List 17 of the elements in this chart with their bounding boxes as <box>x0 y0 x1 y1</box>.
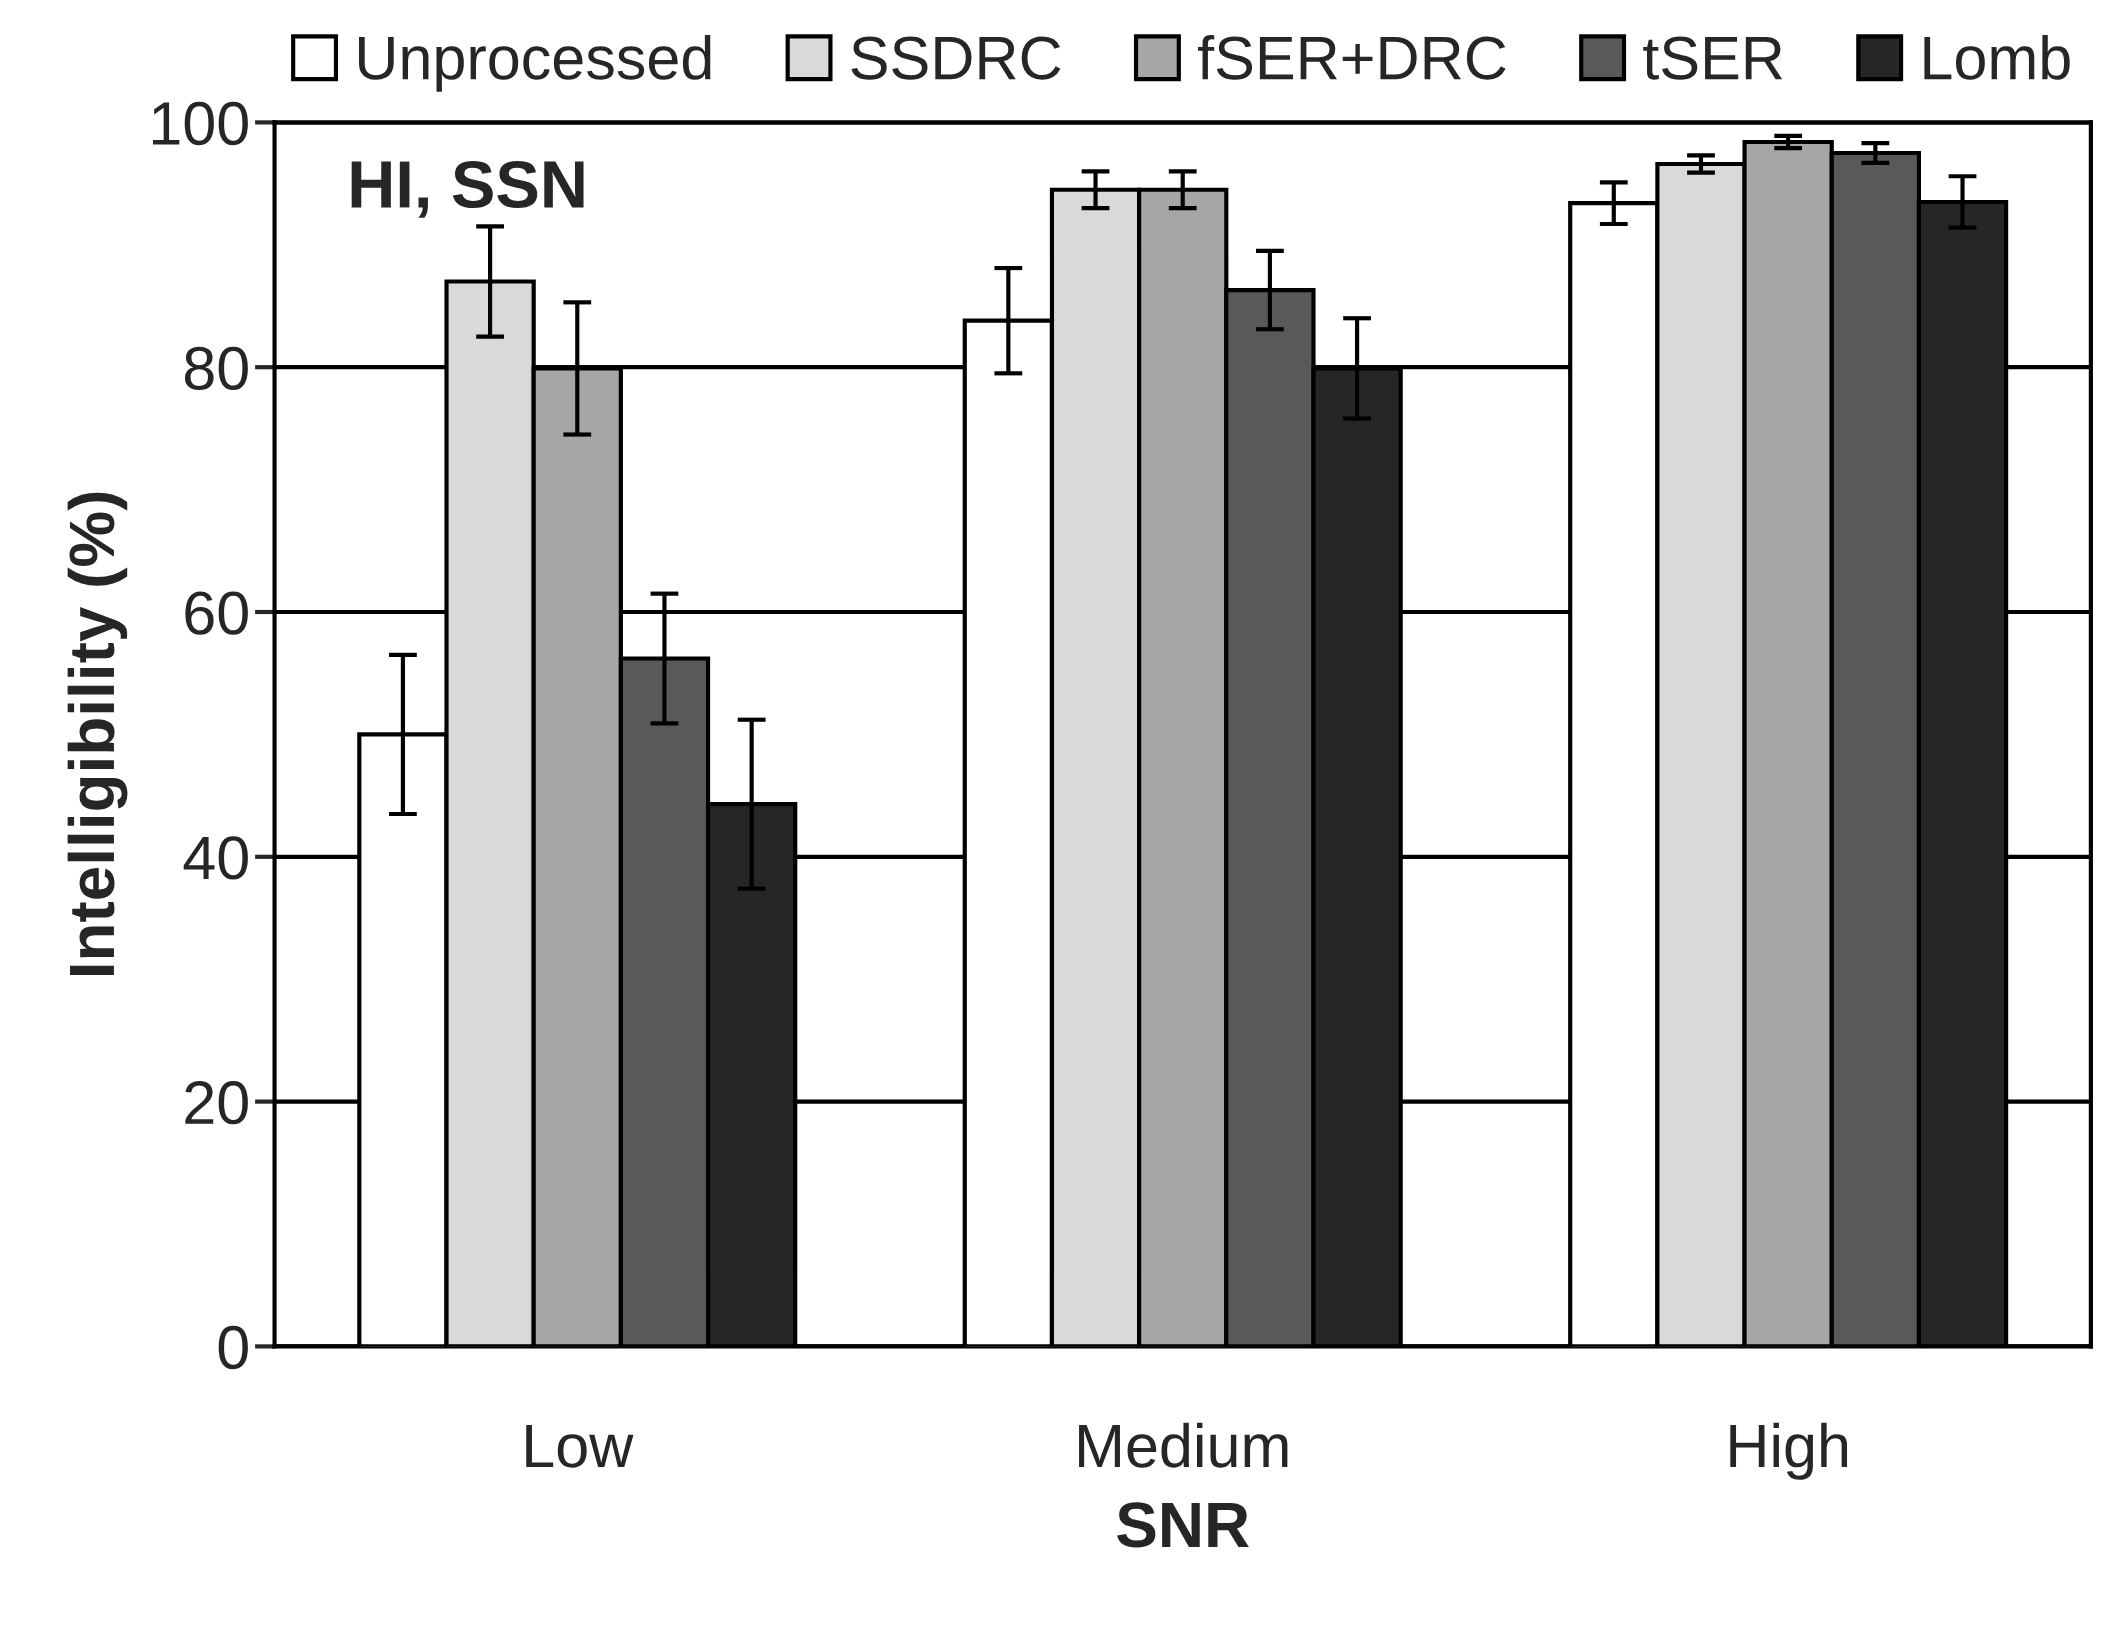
y-tick-label: 40 <box>183 836 248 880</box>
x-tick-label: Medium <box>1079 1422 1288 1468</box>
annotation: HI, SSN <box>351 160 584 218</box>
x-tick-label: High <box>1730 1422 1848 1480</box>
y-tick-label: 20 <box>185 1081 248 1125</box>
y-axis-title: Intelligibility (%) <box>67 492 128 976</box>
legend-label: Lomb <box>1924 34 2070 80</box>
x-tick-label: Low <box>526 1425 634 1468</box>
legend-label: Unprocessed <box>359 34 711 92</box>
y-tick-label: 100 <box>152 101 248 146</box>
y-tick-label: 0 <box>218 1325 248 1370</box>
y-tick-label: 60 <box>185 591 248 635</box>
x-axis-title: SNR <box>1117 1502 1249 1548</box>
legend-label: SSDRC <box>851 36 1061 80</box>
y-tick-label: 80 <box>184 346 248 390</box>
legend-label: fSER+DRC <box>1198 34 1506 80</box>
legend-label: tSER <box>1643 36 1783 80</box>
